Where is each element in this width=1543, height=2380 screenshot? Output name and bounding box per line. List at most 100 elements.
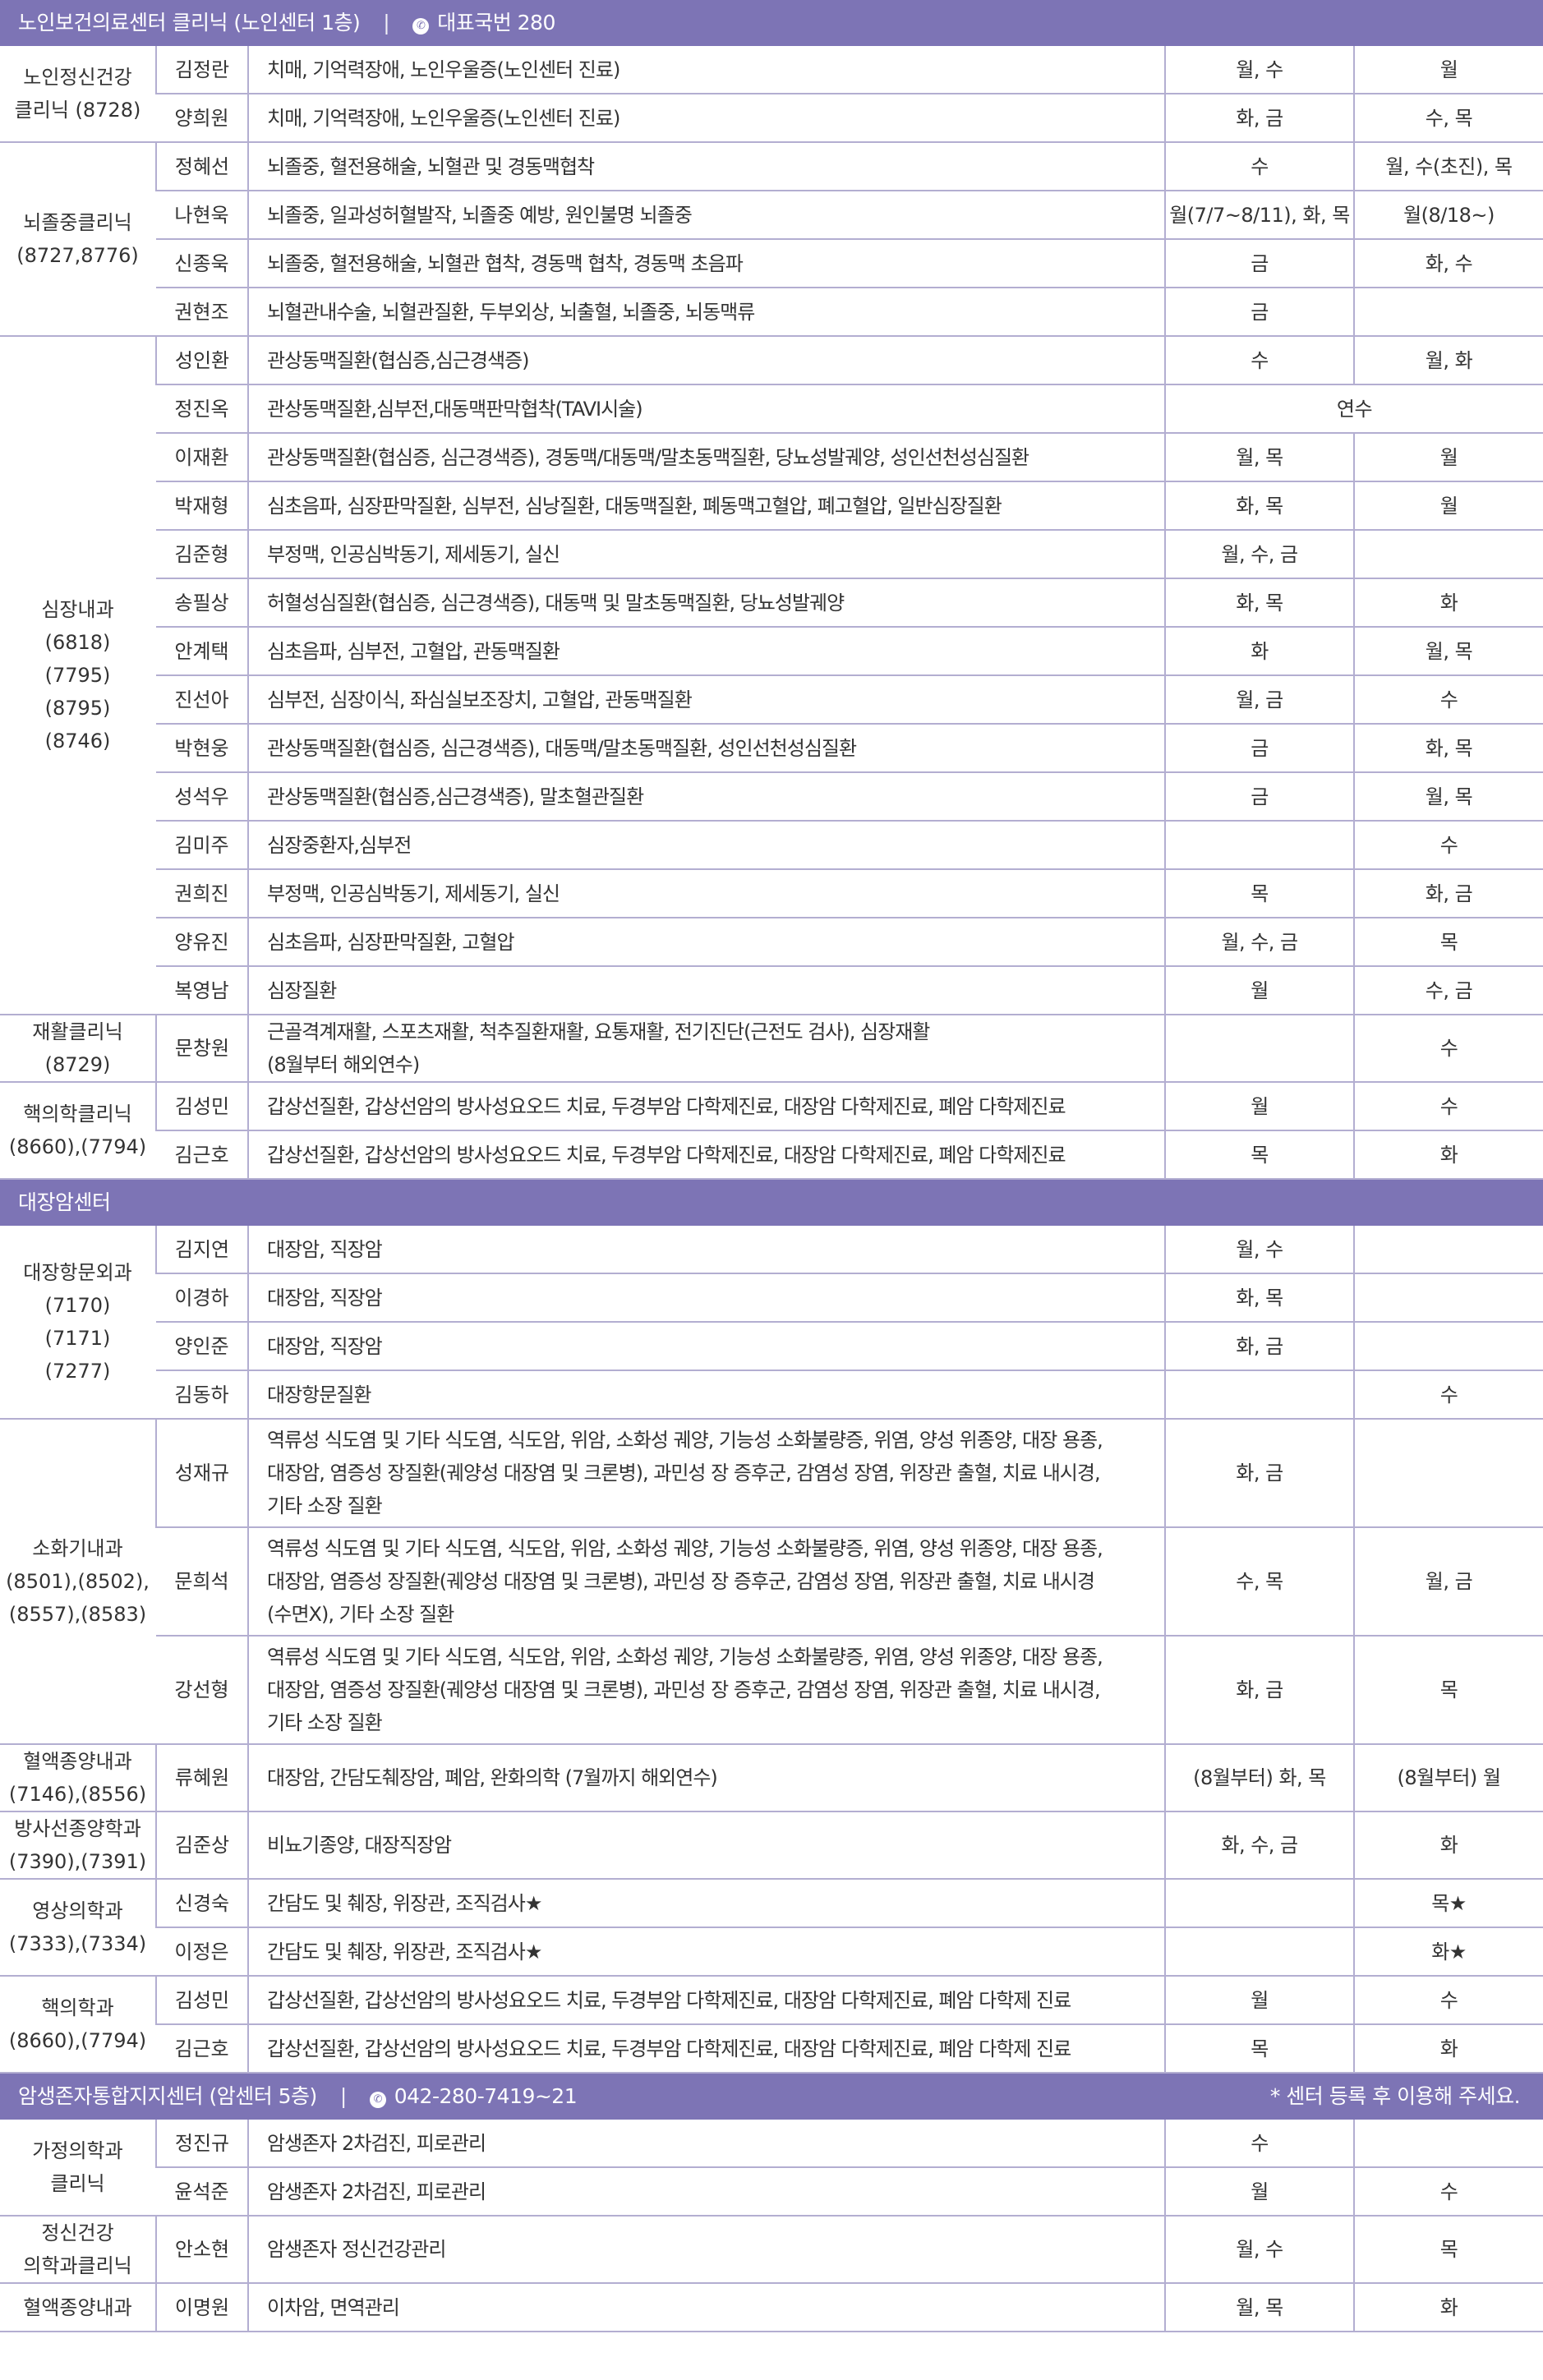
- specialty-cell: 뇌졸중, 일과성허혈발작, 뇌졸중 예방, 원인불명 뇌졸중: [247, 191, 1165, 240]
- table-row: 영상의학과 (7333),(7334) 신경숙 간담도 및 췌장, 위장관, 조직검사…: [0, 1879, 1543, 1977]
- specialty-line: 기타 소장 질환: [267, 1494, 383, 1517]
- specialty-cell: 갑상선질환, 갑상선암의 방사성요오드 치료, 두경부암 다학제진료, 대장암 …: [247, 1130, 1165, 1180]
- specialty-cell: 뇌졸중, 혈전용해술, 뇌혈관 협착, 경동맥 협착, 경동맥 초음파: [247, 239, 1165, 288]
- specialty-cell: 간담도 및 췌장, 위장관, 조직검사★: [247, 1879, 1165, 1928]
- section-title: 노인보건의료센터 클리닉 (노인센터 1층): [18, 11, 361, 35]
- section-header-cell: 노인보건의료센터 클리닉 (노인센터 1층) | ✆ 대표국번 280: [0, 0, 1543, 46]
- schedule-pm: 수: [1352, 821, 1543, 870]
- schedule-pm: 화★: [1352, 1927, 1543, 1977]
- department-name: 재활클리닉: [32, 1020, 123, 1043]
- department-name: 핵의학클리닉: [23, 1103, 132, 1126]
- department-name: (8746): [44, 730, 111, 753]
- schedule-pm: [1352, 1226, 1543, 1274]
- schedule-am: 월: [1164, 1976, 1354, 2025]
- schedule-pm: 목: [1352, 918, 1543, 967]
- section-header: 대장암센터: [0, 1179, 1543, 1226]
- department-name: 영상의학과: [32, 1899, 123, 1922]
- table-row: 박현웅 관상동맥질환(협심증, 심근경색증), 대동맥/말초동맥질환, 성인선천성…: [0, 724, 1543, 773]
- specialty-cell: 치매, 기억력장애, 노인우울증(노인센터 진료): [247, 46, 1165, 94]
- schedule-pm: 목★: [1352, 1879, 1543, 1928]
- doctor-name: 권희진: [156, 869, 248, 918]
- schedule-am: 화, 금: [1164, 1636, 1354, 1745]
- schedule-pm: 수: [1352, 675, 1543, 725]
- schedule-pm: [1352, 530, 1543, 579]
- department-cell: 뇌졸중클리닉 (8727,8776): [0, 142, 156, 337]
- schedule-pm: 수, 목: [1352, 94, 1543, 143]
- specialty-cell: 갑상선질환, 갑상선암의 방사성요오드 치료, 두경부암 다학제진료, 대장암 …: [247, 2024, 1165, 2074]
- specialty-cell: 관상동맥질환(협심증,심근경색증), 말초혈관질환: [247, 772, 1165, 822]
- specialty-cell: 부정맥, 인공심박동기, 제세동기, 실신: [247, 530, 1165, 579]
- table-row: 권희진 부정맥, 인공심박동기, 제세동기, 실신 목 화, 금: [0, 869, 1543, 918]
- schedule-pm: 목: [1352, 2216, 1543, 2284]
- schedule-pm: 월, 목: [1352, 772, 1543, 822]
- department-name: (8660),(7794): [8, 2029, 147, 2052]
- doctor-name: 신경숙: [155, 1879, 248, 1928]
- schedule-am: 화, 금: [1164, 1322, 1354, 1371]
- table-row: 나현욱 뇌졸중, 일과성허혈발작, 뇌졸중 예방, 원인불명 뇌졸중 월(7/7~8…: [0, 191, 1543, 240]
- schedule-am: 목: [1164, 2024, 1354, 2074]
- schedule-am: 금: [1164, 724, 1354, 773]
- table-row: 박재형 심초음파, 심장판막질환, 심부전, 심낭질환, 대동맥질환, 폐동맥고혈…: [0, 481, 1543, 531]
- department-cell: 정신건강 의학과클리닉: [0, 2216, 156, 2284]
- specialty-cell: 심초음파, 심장판막질환, 고혈압: [247, 918, 1165, 967]
- schedule-am: 월, 금: [1164, 675, 1354, 725]
- section-divider: |: [339, 2084, 347, 2108]
- specialty-cell: 암생존자 정신건강관리: [247, 2216, 1165, 2284]
- specialty-cell: 심장중환자,심부전: [247, 821, 1165, 870]
- schedule-am: 화, 금: [1164, 1419, 1354, 1528]
- section-header: 노인보건의료센터 클리닉 (노인센터 1층) | ✆ 대표국번 280: [0, 0, 1543, 46]
- schedule-pm: [1352, 1322, 1543, 1371]
- specialty-line: 역류성 식도염 및 기타 식도염, 식도암, 위암, 소화성 궤양, 기능성 소…: [267, 1429, 1103, 1452]
- specialty-cell: 관상동맥질환(협심증,심근경색증): [247, 336, 1165, 385]
- doctor-name: 김미주: [156, 821, 248, 870]
- specialty-line: 대장암, 염증성 장질환(궤양성 대장염 및 크론병), 과민성 장 증후군, …: [267, 1678, 1101, 1701]
- schedule-pm: 월: [1352, 46, 1543, 94]
- specialty-cell: 역류성 식도염 및 기타 식도염, 식도암, 위암, 소화성 궤양, 기능성 소…: [247, 1636, 1165, 1745]
- schedule-pm: 화: [1352, 578, 1543, 628]
- schedule-pm: 화: [1352, 1811, 1543, 1880]
- schedule-pm: 수, 금: [1352, 966, 1543, 1015]
- table-row: 혈액종양내과 (7146),(8556) 류혜원 대장암, 간담도췌장암, 폐암, 완…: [0, 1744, 1543, 1812]
- schedule-am: 수: [1164, 2120, 1354, 2168]
- doctor-name: 이정은: [156, 1927, 248, 1977]
- department-cell: 가정의학과 클리닉: [0, 2120, 156, 2217]
- doctor-name: 김성민: [155, 1082, 248, 1131]
- specialty-line: (수면X), 기타 소장 질환: [267, 1603, 454, 1626]
- section-note: * 센터 등록 후 이용해 주세요.: [1269, 2084, 1521, 2108]
- doctor-name: 복영남: [156, 966, 248, 1015]
- specialty-cell: 대장암, 직장암: [247, 1322, 1165, 1371]
- specialty-line: 역류성 식도염 및 기타 식도염, 식도암, 위암, 소화성 궤양, 기능성 소…: [267, 1537, 1103, 1560]
- department-name: 방사선종양학과: [14, 1817, 141, 1840]
- schedule-am: [1164, 1927, 1354, 1977]
- department-name: 대장항문외과: [23, 1261, 132, 1284]
- department-cell: 방사선종양학과 (7390),(7391): [0, 1811, 156, 1880]
- specialty-cell: 심부전, 심장이식, 좌심실보조장치, 고혈압, 관동맥질환: [247, 675, 1165, 725]
- department-name: 혈액종양내과: [23, 1750, 132, 1773]
- department-name: 클리닉: [50, 2172, 105, 2195]
- specialty-cell: 관상동맥질환(협심증, 심근경색증), 경동맥/대동맥/말초동맥질환, 당뇨성발…: [247, 433, 1165, 482]
- specialty-cell: 뇌혈관내수술, 뇌혈관질환, 두부외상, 뇌출혈, 뇌졸중, 뇌동맥류: [247, 288, 1165, 337]
- schedule-merged: 연수: [1163, 384, 1543, 434]
- department-name: (7277): [44, 1360, 111, 1383]
- doctor-name: 류혜원: [155, 1744, 248, 1812]
- doctor-name: 나현욱: [156, 191, 248, 240]
- schedule-pm: 화: [1352, 2024, 1543, 2074]
- doctor-name: 안계택: [156, 627, 248, 676]
- department-name: 핵의학과: [41, 1996, 114, 2019]
- doctor-name: 성석우: [156, 772, 248, 822]
- department-name: (6818): [44, 631, 111, 654]
- doctor-name: 정혜선: [155, 142, 248, 191]
- schedule-am: 목: [1164, 1130, 1354, 1180]
- section-phone: 042-280-7419~21: [394, 2084, 578, 2108]
- table-row: 재활클리닉 (8729) 문창원 근골격계재활, 스포츠재활, 척추질환재활, 요통재…: [0, 1015, 1543, 1083]
- schedule-am: (8월부터) 화, 목: [1164, 1744, 1354, 1812]
- department-name: 정신건강: [41, 2221, 114, 2244]
- schedule-am: 월: [1164, 966, 1354, 1015]
- doctor-name: 이명원: [155, 2283, 248, 2332]
- schedule-am: 월: [1164, 2167, 1354, 2217]
- schedule-am: 수: [1164, 142, 1354, 191]
- specialty-cell: 대장암, 간담도췌장암, 폐암, 완화의학 (7월까지 해외연수): [247, 1744, 1165, 1812]
- department-cell: 노인정신건강 클리닉 (8728): [0, 46, 156, 143]
